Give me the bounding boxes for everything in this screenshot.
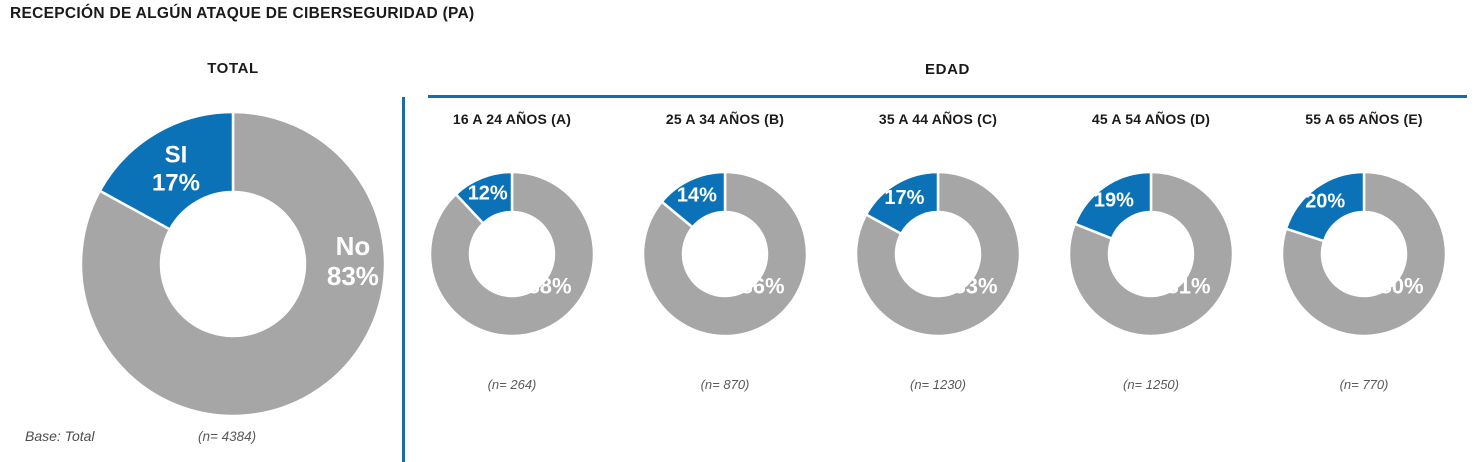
age-n-label-a: (n= 264) bbox=[487, 377, 537, 392]
base-note: Base: Total bbox=[25, 428, 95, 444]
si-slice-value: 17% bbox=[152, 170, 200, 197]
si-slice bbox=[98, 110, 235, 231]
no-slice bbox=[79, 110, 387, 418]
no-slice bbox=[854, 170, 1022, 338]
si-slice bbox=[454, 170, 514, 225]
si-slice bbox=[864, 170, 940, 236]
age-donut-chart-e: 20% 80% bbox=[1280, 170, 1448, 338]
si-slice-value: 17% bbox=[884, 187, 924, 209]
age-group-header-a: 16 A 24 AÑOS (A) bbox=[452, 111, 572, 127]
no-slice-value: 83% bbox=[327, 261, 379, 291]
si-slice-name: SI bbox=[165, 142, 188, 169]
age-n-label-d: (n= 1250) bbox=[1122, 377, 1179, 392]
page-title: RECEPCIÓN DE ALGÚN ATAQUE DE CIBERSEGURI… bbox=[10, 5, 475, 22]
age-donut-chart-b: 14% 86% bbox=[641, 170, 809, 338]
si-slice-value: 19% bbox=[1094, 189, 1134, 211]
edad-underline bbox=[428, 95, 1467, 98]
no-slice-name: No bbox=[336, 231, 371, 261]
total-section-heading: TOTAL bbox=[207, 60, 259, 77]
age-group-header-d: 45 A 54 AÑOS (D) bbox=[1091, 111, 1211, 127]
si-slice bbox=[1284, 170, 1366, 243]
si-slice bbox=[1073, 170, 1153, 240]
no-slice bbox=[1280, 170, 1448, 338]
age-group-header-e: 55 A 65 AÑOS (E) bbox=[1305, 111, 1423, 127]
si-slice-value: 14% bbox=[677, 184, 717, 206]
age-n-label-b: (n= 870) bbox=[700, 377, 750, 392]
age-donut-chart-c: 17% 83% bbox=[854, 170, 1022, 338]
age-n-label-e: (n= 770) bbox=[1339, 377, 1389, 392]
edad-section-heading: EDAD bbox=[925, 61, 970, 78]
no-slice-value: 86% bbox=[741, 273, 785, 298]
si-slice bbox=[660, 170, 727, 229]
age-donut-chart-a: 12% 88% bbox=[428, 170, 596, 338]
no-slice-value: 80% bbox=[1380, 273, 1424, 298]
age-group-header-c: 35 A 44 AÑOS (C) bbox=[878, 111, 998, 127]
si-slice-value: 20% bbox=[1305, 191, 1345, 213]
no-slice bbox=[428, 170, 596, 338]
age-n-label-c: (n= 1230) bbox=[909, 377, 966, 392]
section-divider-vertical bbox=[402, 97, 405, 462]
no-slice-value: 83% bbox=[954, 273, 998, 298]
age-donut-chart-d: 19% 81% bbox=[1067, 170, 1235, 338]
si-slice-value: 12% bbox=[468, 183, 508, 205]
total-n-label: (n= 4384) bbox=[198, 429, 257, 444]
no-slice-value: 81% bbox=[1167, 273, 1211, 298]
no-slice bbox=[641, 170, 809, 338]
no-slice bbox=[1067, 170, 1235, 338]
no-slice-value: 88% bbox=[528, 273, 572, 298]
age-group-header-b: 25 A 34 AÑOS (B) bbox=[665, 111, 785, 127]
